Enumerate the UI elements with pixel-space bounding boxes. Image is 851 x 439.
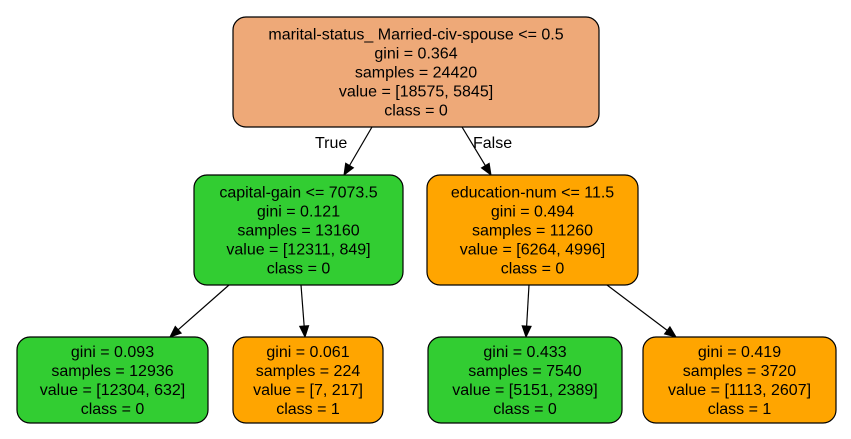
node-text-line: gini = 0.494 [491, 204, 574, 221]
edge-n1-to-n3 [169, 284, 230, 338]
edge-line [349, 126, 373, 166]
node-text-line: value = [12304, 632] [40, 382, 185, 399]
node-box [193, 174, 404, 286]
node-text-line: value = [1113, 2607] [668, 382, 811, 399]
node-text-line: capital-gain <= 7073.5 [219, 185, 377, 202]
node-text-line: samples = 224 [256, 363, 361, 380]
tree-node-n5: gini = 0.433 samples = 7540 value = [5151,… [427, 336, 623, 424]
arrowhead [169, 325, 183, 338]
node-text-line: marital-status_ Married-civ-spouse <= 0.… [268, 27, 563, 44]
node-text-line: class = 0 [384, 103, 448, 120]
node-text-line: class = 0 [493, 401, 557, 418]
node-text-line: class = 0 [501, 261, 565, 278]
edges-layer: True False [169, 126, 678, 339]
node-text-line: value = [18575, 5845] [339, 84, 493, 101]
node-text-line: samples = 3720 [683, 363, 797, 380]
edge-root-to-n1: True [315, 126, 373, 177]
edge-label-false: False [473, 135, 512, 152]
node-box [16, 336, 209, 424]
edge-line [177, 284, 230, 331]
node-text-line: value = [7, 217] [253, 382, 363, 399]
node-text-line: class = 0 [267, 261, 331, 278]
node-box [426, 174, 639, 286]
edge-line [526, 284, 530, 327]
node-text-line: gini = 0.364 [374, 46, 457, 63]
node-text-line: class = 0 [81, 401, 145, 418]
node-box [232, 16, 600, 128]
arrowhead [521, 325, 532, 339]
edge-line [461, 126, 486, 166]
nodes-layer: marital-status_ Married-civ-spouse <= 0.… [16, 16, 837, 424]
edge-root-to-n2: False [461, 126, 512, 177]
node-box [232, 336, 384, 424]
tree-node-n4: gini = 0.061 samples = 224 value = [7, 217… [232, 336, 384, 424]
tree-node-n2: education-num <= 11.5 gini = 0.494 samples… [426, 174, 639, 286]
node-text-line: samples = 13160 [237, 223, 359, 240]
node-text-line: gini = 0.419 [698, 344, 781, 361]
node-text-line: samples = 12936 [51, 363, 173, 380]
node-text-line: samples = 11260 [472, 223, 593, 240]
node-text-line: class = 1 [276, 401, 340, 418]
tree-node-n1: capital-gain <= 7073.5 gini = 0.121 sample… [193, 174, 404, 286]
tree-node-root: marital-status_ Married-civ-spouse <= 0.… [232, 16, 600, 128]
edge-label-true: True [315, 135, 347, 152]
arrowhead [663, 325, 678, 338]
arrowhead [298, 325, 310, 339]
edge-line [300, 284, 305, 327]
edge-n2-to-n6 [606, 284, 678, 338]
arrowhead [480, 162, 492, 177]
node-text-line: samples = 24420 [355, 65, 477, 82]
node-text-line: samples = 7540 [468, 363, 582, 380]
tree-node-n6: gini = 0.419 samples = 3720 value = [1113,… [642, 336, 837, 424]
node-text-line: gini = 0.433 [483, 344, 566, 361]
edge-n1-to-n4 [298, 284, 310, 339]
node-text-line: value = [6264, 4996] [460, 242, 605, 259]
node-text-line: education-num <= 11.5 [451, 185, 614, 202]
node-text-line: class = 1 [708, 401, 772, 418]
tree-node-n3: gini = 0.093 samples = 12936 value = [1230… [16, 336, 209, 424]
node-box [642, 336, 837, 424]
edge-line [606, 284, 668, 331]
node-text-line: gini = 0.093 [71, 344, 154, 361]
node-box [427, 336, 623, 424]
node-text-line: value = [5151, 2389] [452, 382, 597, 399]
node-text-line: gini = 0.061 [266, 344, 349, 361]
node-text-line: value = [12311, 849] [226, 242, 370, 259]
edge-n2-to-n5 [521, 284, 532, 339]
arrowhead [343, 162, 355, 177]
node-text-line: gini = 0.121 [257, 204, 340, 221]
